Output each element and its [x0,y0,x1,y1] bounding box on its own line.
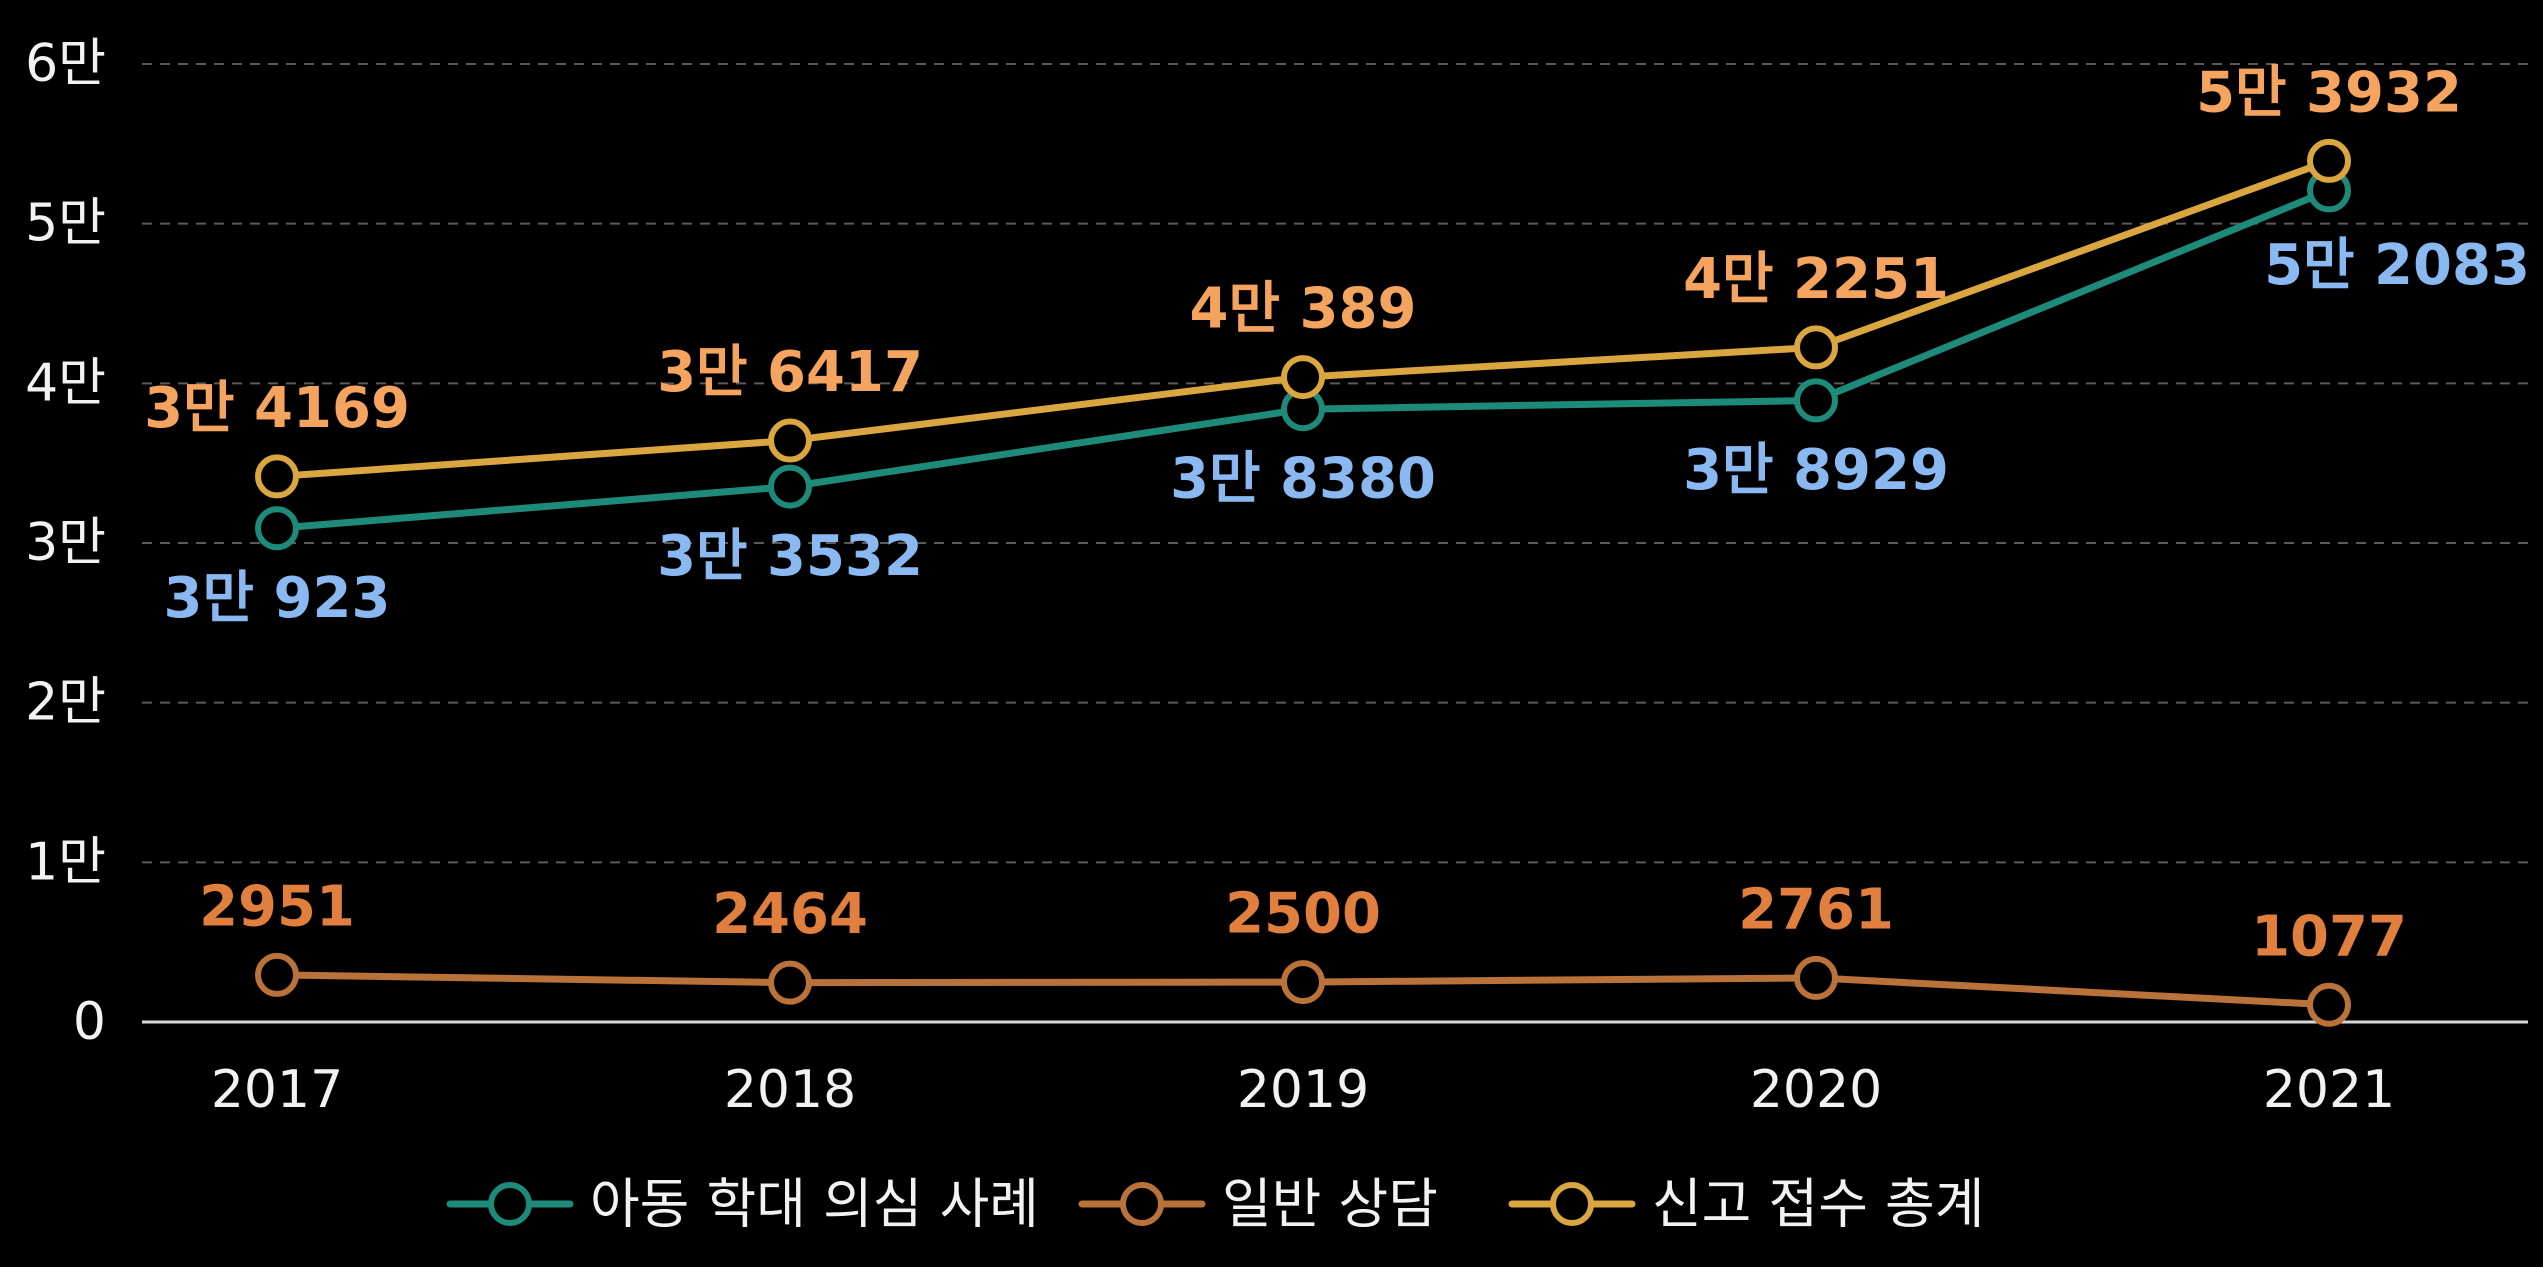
legend-item-0: 아동 학대 의심 사례 [446,1173,1039,1236]
legend-marker-icon [488,1182,532,1226]
data-point [768,464,812,509]
x-axis-ticks: 2017 2018 2019 2020 2021 [211,1060,2395,1120]
legend-label: 아동 학대 의심 사례 [590,1173,1039,1236]
grid-lines [142,63,2528,1024]
legend-label: 일반 상담 [1222,1173,1438,1236]
series-0 [255,168,2351,551]
y-tick-label: 1만 [25,832,106,892]
data-label: 5만 3932 [2196,60,2462,125]
data-label: 4만 2251 [1683,247,1949,312]
data-label: 3만 8380 [1170,447,1436,512]
data-label: 5만 2083 [2264,233,2530,298]
y-tick-label: 5만 [25,194,106,254]
data-label: 2500 [1225,882,1381,947]
x-tick-label: 2018 [724,1060,856,1120]
data-label: 3만 4169 [144,376,410,441]
data-label: 1077 [2251,904,2407,969]
x-tick-label: 2020 [1750,1060,1882,1120]
legend-item-2: 신고 접수 총계 [1508,1173,1984,1236]
x-tick-label: 2019 [1237,1060,1369,1120]
data-point [255,454,299,499]
legend-marker-icon [1550,1182,1594,1226]
data-point [1281,355,1325,400]
legend-label: 신고 접수 총계 [1652,1173,1984,1236]
data-label: 3만 3532 [657,524,923,589]
y-tick-label: 2만 [25,673,106,733]
y-tick-label: 4만 [25,353,106,413]
x-tick-label: 2017 [211,1060,343,1120]
data-label: 2464 [712,882,868,947]
data-point [768,960,812,1005]
y-tick-label: 6만 [25,34,106,94]
data-point [255,952,299,997]
x-tick-label: 2021 [2263,1060,2395,1120]
data-label: 2761 [1738,877,1894,942]
legend-item-1: 일반 상담 [1078,1173,1438,1236]
data-labels: 3만 923 3만 3532 3만 8380 3만 8929 5만 2083 2951 24… [144,60,2530,969]
data-point [2307,982,2351,1027]
data-point [2307,138,2351,183]
data-label: 4만 389 [1190,277,1417,342]
legend-marker-icon [1120,1182,1164,1226]
series-2 [255,138,2351,499]
data-point [255,506,299,551]
data-point [1794,325,1838,370]
y-tick-label: 0 [73,992,106,1052]
data-label: 3만 6417 [657,340,923,405]
y-axis-ticks: 0 1만 2만 3만 4만 5만 6만 [25,34,106,1052]
data-point [1794,955,1838,1000]
series-lines [255,138,2351,1027]
data-label: 2951 [199,874,355,939]
y-tick-label: 3만 [25,513,106,573]
data-point [1794,378,1838,423]
data-point [1281,960,1325,1005]
legend: 아동 학대 의심 사례 일반 상담 신고 접수 총계 [446,1173,1984,1236]
data-label: 3만 923 [164,566,391,631]
data-point [768,418,812,463]
series-1 [255,952,2351,1027]
data-label: 3만 8929 [1683,438,1949,503]
